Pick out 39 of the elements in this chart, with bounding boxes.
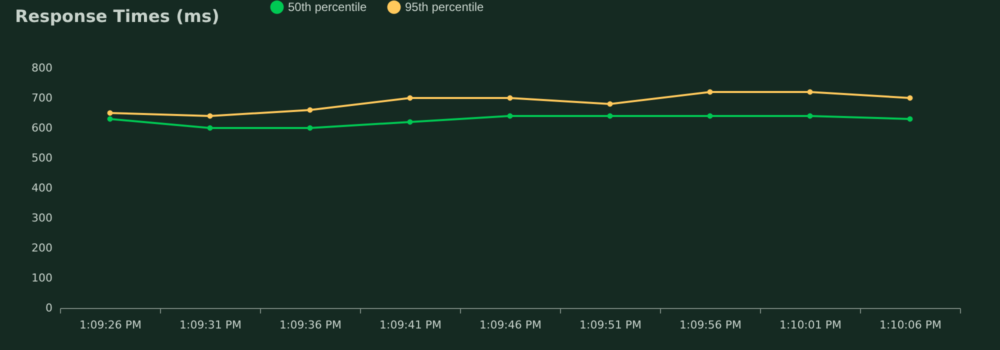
- point: [907, 116, 913, 122]
- x-tick-label: 1:10:06 PM: [879, 318, 942, 332]
- x-tick-label: 1:09:41 PM: [379, 318, 442, 332]
- y-tick-label: 800: [32, 62, 52, 74]
- point: [607, 113, 613, 119]
- chart-title: Response Times (ms): [15, 7, 220, 27]
- x-tick-label: 1:09:46 PM: [479, 318, 542, 332]
- point: [707, 113, 713, 119]
- point: [307, 107, 313, 113]
- point: [907, 95, 913, 101]
- point: [507, 113, 513, 119]
- y-tick-label: 100: [32, 272, 52, 284]
- x-tick-label: 1:09:56 PM: [679, 318, 742, 332]
- y-tick-label: 300: [32, 212, 52, 224]
- x-tick-label: 1:09:26 PM: [79, 318, 142, 332]
- x-tick-label: 1:09:51 PM: [579, 318, 642, 332]
- point: [707, 89, 713, 95]
- legend-label: 95th percentile: [405, 0, 484, 14]
- y-tick-label: 500: [32, 152, 52, 164]
- point: [407, 119, 413, 125]
- x-tick-label: 1:10:01 PM: [779, 318, 842, 332]
- y-tick-label: 600: [32, 122, 52, 134]
- point: [307, 125, 313, 131]
- x-tick-label: 1:09:31 PM: [179, 318, 242, 332]
- y-tick-label: 200: [32, 242, 52, 254]
- y-tick-label: 0: [46, 302, 52, 314]
- point: [507, 95, 513, 101]
- y-tick-label: 400: [32, 182, 52, 194]
- legend-label: 50th percentile: [288, 0, 368, 14]
- point: [207, 113, 213, 119]
- point: [207, 125, 213, 131]
- y-tick-label: 700: [32, 92, 52, 104]
- point: [607, 101, 613, 107]
- x-tick-label: 1:09:36 PM: [279, 318, 342, 332]
- point: [107, 110, 113, 116]
- point: [807, 89, 813, 95]
- point: [107, 116, 113, 122]
- point: [407, 95, 413, 101]
- point: [807, 113, 813, 119]
